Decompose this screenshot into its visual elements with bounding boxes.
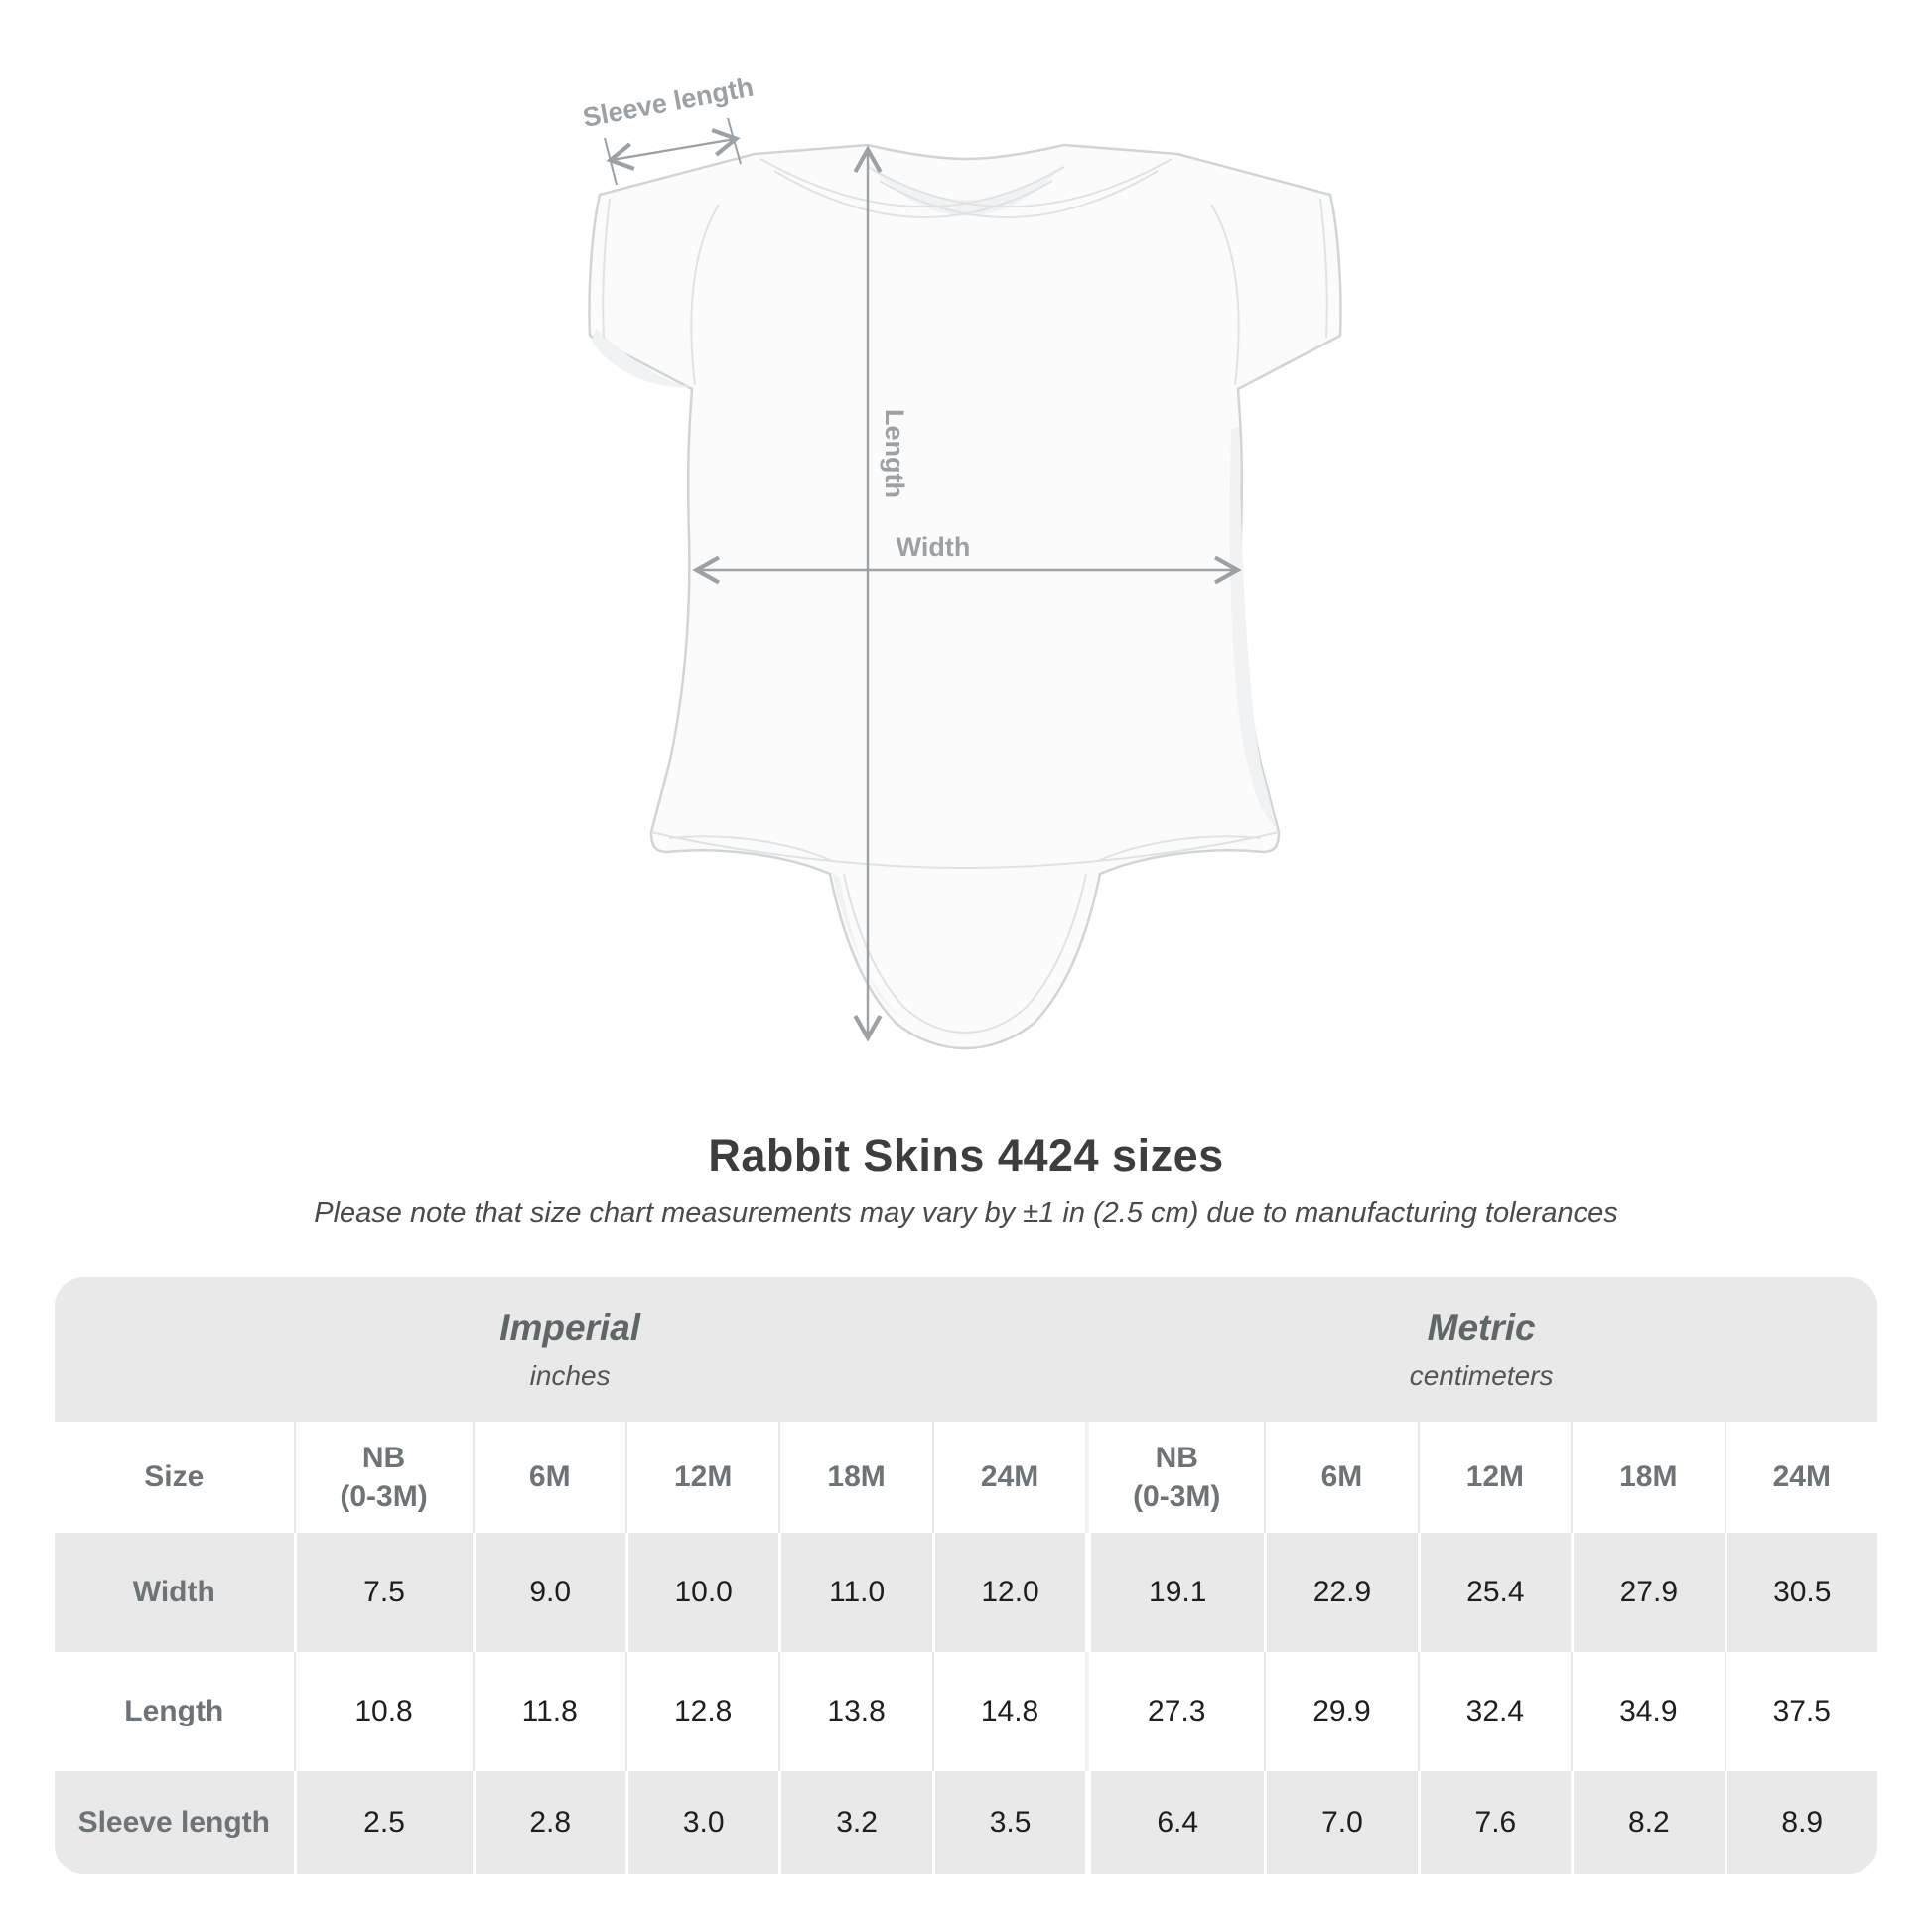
cell-width-imperial-nb: 7.5 — [293, 1533, 473, 1652]
table-row-sleeve-length: Sleeve length 2.5 2.8 3.0 3.2 3.5 6.4 7.… — [55, 1771, 1877, 1874]
cell-sleeve-imperial-6m: 2.8 — [472, 1771, 625, 1874]
page-subtitle: Please note that size chart measurements… — [314, 1197, 1618, 1229]
cell-length-metric-18m: 34.9 — [1571, 1652, 1725, 1771]
cell-sleeve-metric-6m: 7.0 — [1264, 1771, 1418, 1874]
cell-length-imperial-6m: 11.8 — [472, 1652, 625, 1771]
table-row-width: Width 7.5 9.0 10.0 11.0 12.0 19.1 22.9 2… — [55, 1533, 1877, 1652]
length-label: Length — [880, 409, 909, 498]
cell-width-metric-24m: 30.5 — [1724, 1533, 1877, 1652]
table-row-length: Length 10.8 11.8 12.8 13.8 14.8 27.3 29.… — [55, 1652, 1877, 1771]
metric-group-header: Metric centimeters — [1085, 1277, 1877, 1422]
col-header-metric-24m: 24M — [1724, 1422, 1877, 1533]
cell-sleeve-imperial-12m: 3.0 — [624, 1771, 779, 1874]
metric-group-label: Metric — [1427, 1308, 1536, 1348]
title-block: Rabbit Skins 4424 sizes Please note that… — [0, 1130, 1932, 1231]
size-diagram: Sleeve length Length Width — [581, 72, 1342, 1050]
col-header-metric-12m: 12M — [1417, 1422, 1572, 1533]
cell-sleeve-imperial-nb: 2.5 — [293, 1771, 473, 1874]
imperial-group-header: Imperial inches — [55, 1277, 1086, 1422]
onesie-shading — [592, 161, 1277, 1015]
cell-length-imperial-12m: 12.8 — [624, 1652, 779, 1771]
column-header-row: Size NB (0-3M) 6M 12M 18M 24M NB (0-3M) … — [55, 1422, 1877, 1533]
onesie-diagram: Sleeve length Length Width — [581, 72, 1342, 1050]
col-header-metric-6m: 6M — [1264, 1422, 1418, 1533]
cell-sleeve-metric-24m: 8.9 — [1724, 1771, 1877, 1874]
cell-length-imperial-18m: 13.8 — [778, 1652, 932, 1771]
row-label-length: Length — [55, 1652, 294, 1771]
sleeve-length-arrow — [604, 117, 742, 186]
col-header-imperial-12m: 12M — [624, 1422, 779, 1533]
width-label: Width — [897, 532, 971, 562]
cell-width-metric-6m: 22.9 — [1264, 1533, 1418, 1652]
cell-width-imperial-12m: 10.0 — [624, 1533, 779, 1652]
cell-width-metric-12m: 25.4 — [1417, 1533, 1572, 1652]
cell-length-imperial-24m: 14.8 — [931, 1652, 1086, 1771]
size-table: Imperial inches Metric centimeters Size … — [55, 1277, 1877, 1874]
metric-group-unit: centimeters — [1409, 1360, 1554, 1391]
col-header-imperial-6m: 6M — [472, 1422, 625, 1533]
row-label-sleeve-length: Sleeve length — [55, 1771, 294, 1874]
cell-sleeve-metric-nb: 6.4 — [1085, 1771, 1265, 1874]
measurement-annotations — [604, 117, 1242, 1042]
cell-width-imperial-24m: 12.0 — [931, 1533, 1086, 1652]
cell-width-imperial-6m: 9.0 — [472, 1533, 625, 1652]
onesie-illustration — [588, 143, 1342, 1050]
cell-length-metric-24m: 37.5 — [1724, 1652, 1877, 1771]
cell-width-imperial-18m: 11.0 — [778, 1533, 932, 1652]
cell-sleeve-imperial-24m: 3.5 — [931, 1771, 1086, 1874]
cell-length-metric-nb: 27.3 — [1085, 1652, 1265, 1771]
cell-length-imperial-nb: 10.8 — [293, 1652, 473, 1771]
cell-sleeve-metric-18m: 8.2 — [1571, 1771, 1725, 1874]
size-table-container: Imperial inches Metric centimeters Size … — [55, 1277, 1877, 1874]
imperial-group-label: Imperial — [499, 1308, 641, 1348]
cell-length-metric-12m: 32.4 — [1417, 1652, 1572, 1771]
onesie-seams — [602, 158, 1328, 1035]
col-header-imperial-18m: 18M — [778, 1422, 932, 1533]
size-column-header: Size — [55, 1422, 294, 1533]
col-header-metric-18m: 18M — [1571, 1422, 1725, 1533]
cell-sleeve-metric-12m: 7.6 — [1417, 1771, 1572, 1874]
col-header-metric-nb: NB (0-3M) — [1085, 1422, 1265, 1533]
unit-group-header-row: Imperial inches Metric centimeters — [55, 1277, 1877, 1422]
imperial-group-unit: inches — [529, 1360, 611, 1391]
onesie-outline — [588, 143, 1342, 1050]
cell-length-metric-6m: 29.9 — [1264, 1652, 1418, 1771]
cell-width-metric-18m: 27.9 — [1571, 1533, 1725, 1652]
cell-width-metric-nb: 19.1 — [1085, 1533, 1265, 1652]
row-label-width: Width — [55, 1533, 294, 1652]
page-title: Rabbit Skins 4424 sizes — [708, 1130, 1224, 1180]
cell-sleeve-imperial-18m: 3.2 — [778, 1771, 932, 1874]
col-header-imperial-nb: NB (0-3M) — [293, 1422, 473, 1533]
col-header-imperial-24m: 24M — [931, 1422, 1086, 1533]
